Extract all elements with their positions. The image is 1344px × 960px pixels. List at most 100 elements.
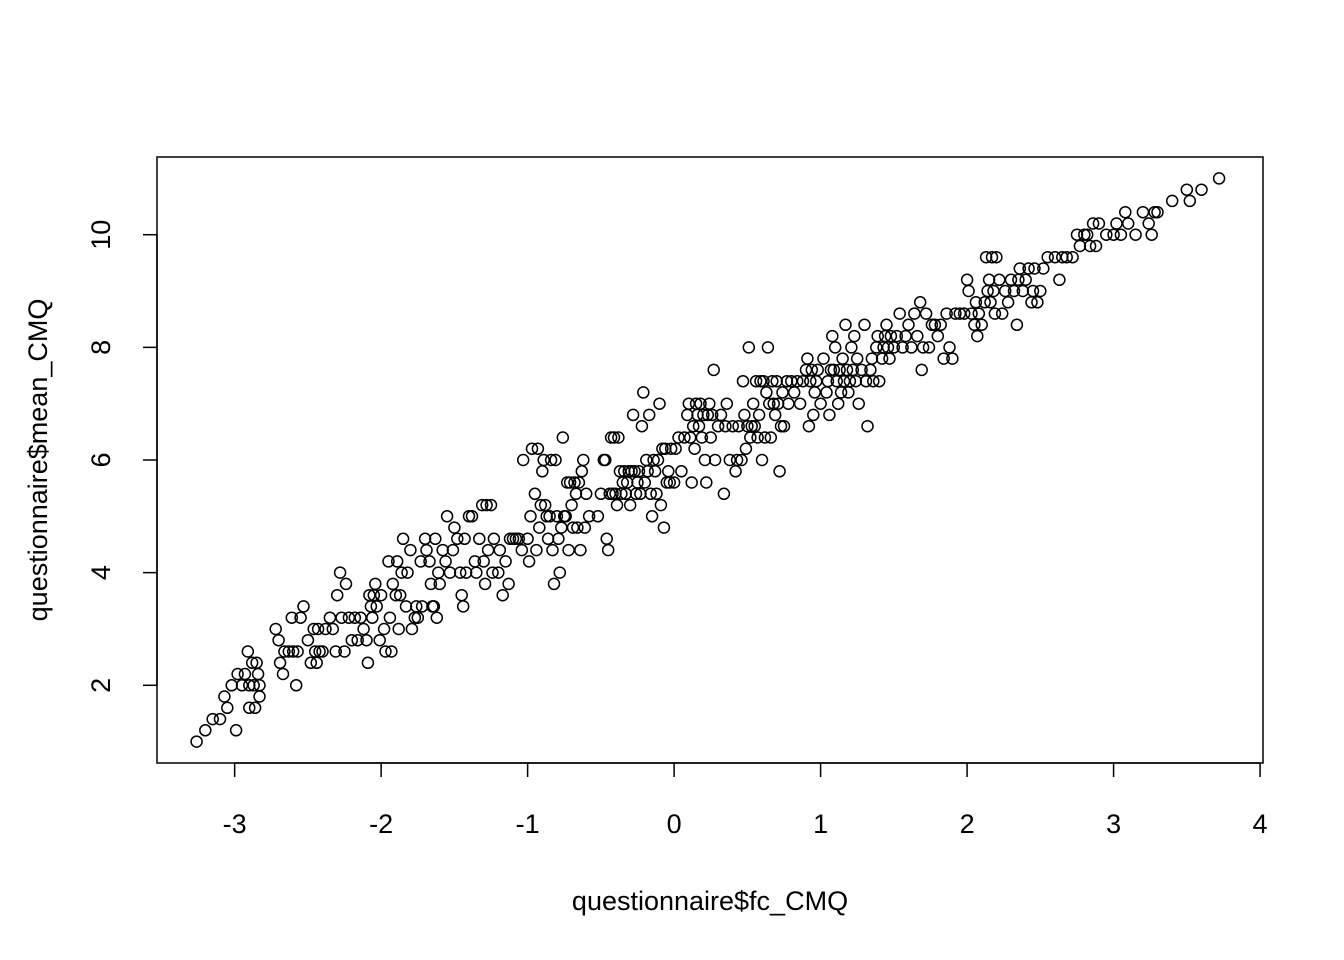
data-point <box>556 431 570 444</box>
data-point <box>858 318 871 332</box>
x-tick-label: 3 <box>1106 809 1121 839</box>
data-point <box>456 600 470 613</box>
data-point <box>883 352 896 365</box>
data-point <box>748 419 761 433</box>
data-point <box>708 453 722 467</box>
data-point <box>884 329 898 343</box>
data-point <box>1041 250 1054 264</box>
data-point <box>957 307 971 320</box>
data-point <box>512 532 526 546</box>
data-point <box>972 307 986 320</box>
data-point <box>427 600 441 613</box>
data-point <box>1114 228 1128 241</box>
data-point <box>253 690 266 703</box>
data-point <box>934 318 947 332</box>
data-point <box>477 555 490 568</box>
data-point <box>1180 183 1194 196</box>
data-point <box>276 667 290 681</box>
data-point <box>770 374 783 388</box>
data-point <box>685 476 698 489</box>
data-point <box>946 352 959 365</box>
data-point <box>218 690 231 703</box>
data-point <box>790 374 804 388</box>
data-point <box>399 600 413 613</box>
data-point <box>1019 273 1032 287</box>
data-point <box>338 645 351 658</box>
data-point <box>982 273 996 287</box>
data-point <box>451 532 464 546</box>
data-point <box>1107 228 1120 241</box>
data-point <box>915 363 928 377</box>
data-point <box>845 341 858 354</box>
data-point <box>746 397 760 410</box>
data-point <box>817 352 830 365</box>
data-point <box>764 431 778 444</box>
data-point <box>310 656 323 670</box>
data-point <box>978 296 991 309</box>
x-tick-label: -2 <box>369 809 393 839</box>
data-point <box>802 419 816 433</box>
data-point <box>253 679 266 692</box>
data-point <box>736 374 750 388</box>
data-point <box>361 656 375 670</box>
data-point <box>811 363 824 377</box>
data-point <box>632 465 646 478</box>
data-point <box>459 566 473 579</box>
x-tick-label: 1 <box>813 809 828 839</box>
data-point <box>389 588 403 602</box>
data-point <box>703 397 716 410</box>
data-point <box>1129 228 1142 241</box>
data-point <box>960 273 974 287</box>
data-point <box>834 386 848 399</box>
data-point <box>1070 228 1084 241</box>
data-point <box>443 566 457 579</box>
data-point <box>522 555 536 568</box>
data-point <box>861 419 874 433</box>
data-point <box>411 611 425 624</box>
data-point <box>830 374 843 388</box>
data-point <box>831 397 845 410</box>
data-point <box>424 577 438 591</box>
data-point <box>269 622 282 636</box>
data-point <box>741 419 754 433</box>
data-point <box>499 555 512 568</box>
data-point <box>730 453 744 467</box>
data-point <box>492 566 505 579</box>
data-point <box>577 453 590 467</box>
data-point <box>692 419 706 433</box>
data-point <box>433 577 446 591</box>
data-point <box>273 656 287 670</box>
data-point <box>330 588 344 602</box>
data-point <box>251 667 265 681</box>
data-point <box>291 645 304 658</box>
data-point <box>990 250 1003 264</box>
data-point <box>393 588 407 602</box>
data-point <box>796 374 810 388</box>
data-point <box>1086 217 1100 230</box>
data-point <box>896 341 909 354</box>
data-point <box>1022 262 1035 275</box>
data-point <box>386 577 400 591</box>
data-point <box>650 487 663 501</box>
data-point <box>552 532 565 546</box>
data-point <box>993 273 1006 287</box>
data-point <box>729 465 742 478</box>
data-point <box>865 352 879 365</box>
data-point <box>225 679 238 692</box>
data-point <box>247 679 260 692</box>
data-point <box>700 476 713 489</box>
data-point <box>943 341 956 354</box>
y-axis-title: questionnaire$mean_CMQ <box>23 299 53 622</box>
x-tick-label: 4 <box>1253 809 1268 839</box>
data-point <box>536 465 549 478</box>
data-point <box>719 419 732 433</box>
data-point <box>793 397 807 410</box>
data-point <box>995 307 1009 320</box>
data-point <box>654 498 668 512</box>
data-point <box>998 284 1012 298</box>
data-point <box>846 363 860 377</box>
data-point <box>550 510 564 523</box>
data-point <box>1121 217 1135 230</box>
data-point <box>902 318 915 332</box>
data-point <box>543 510 556 523</box>
